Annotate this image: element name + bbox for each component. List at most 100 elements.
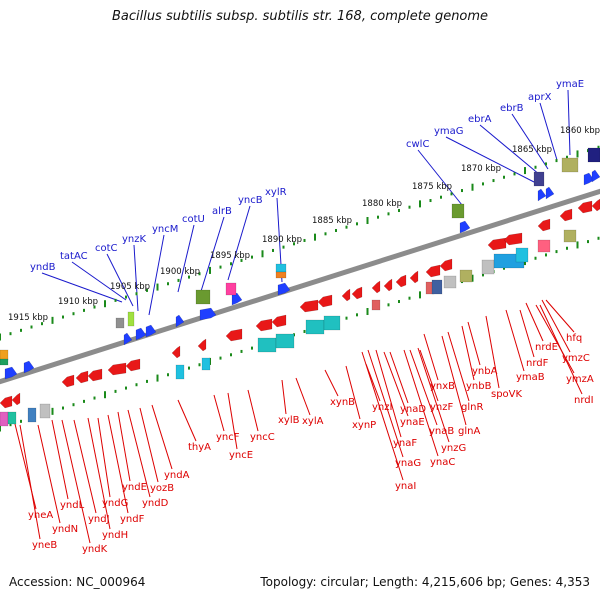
feature-box [115, 317, 125, 329]
reverse-leader-line [139, 407, 159, 483]
forward-gene [135, 327, 147, 341]
reverse-gene-label: glnA [458, 426, 480, 437]
upper-tick [125, 295, 127, 299]
reverse-gene [577, 200, 593, 214]
forward-gene [277, 282, 291, 296]
reverse-gene-label: ynzF [430, 402, 454, 413]
reverse-gene-label: yndL [60, 500, 85, 511]
reverse-gene [425, 264, 441, 278]
reverse-leader-line [409, 349, 438, 426]
upper-tick [324, 232, 327, 236]
reverse-gene-label: yndH [102, 530, 128, 541]
forward-leader-line [133, 244, 139, 312]
forward-gene-label: alrB [212, 206, 232, 217]
lower-tick [20, 419, 22, 423]
reverse-gene [559, 208, 573, 222]
reverse-gene-label: ymzC [562, 353, 590, 364]
forward-gene-label: ymaG [434, 126, 464, 137]
feature-box [275, 333, 295, 349]
feature-box [371, 299, 381, 311]
upper-tick [335, 228, 337, 232]
lower-tick [408, 296, 411, 300]
upper-tick [62, 315, 64, 319]
reverse-gene-label: ynbB [466, 381, 492, 392]
reverse-gene [591, 198, 600, 212]
forward-gene [545, 186, 555, 200]
lower-tick [146, 379, 148, 383]
lower-tick [51, 407, 54, 415]
lower-tick [471, 274, 474, 282]
reverse-gene-label: glnR [461, 402, 483, 413]
upper-tick [377, 215, 379, 219]
upper-tick [524, 167, 526, 175]
lower-tick [72, 403, 75, 407]
reverse-leader-line [117, 411, 131, 482]
lower-tick [345, 316, 348, 320]
reverse-leader-line [535, 304, 575, 374]
forward-gene-label: cotC [95, 243, 118, 254]
reverse-gene-label: ynaD [400, 404, 426, 415]
forward-gene [145, 324, 157, 338]
feature-box [563, 229, 577, 243]
reverse-leader-line [423, 333, 439, 381]
feature-box [451, 203, 465, 219]
scale-label: 1885 kbp [312, 216, 352, 226]
upper-tick [408, 205, 411, 209]
reverse-gene [341, 288, 351, 302]
reverse-leader-line [375, 349, 402, 438]
reverse-leader-line [389, 351, 409, 404]
reverse-gene-label: yndN [52, 524, 78, 535]
upper-tick [114, 298, 117, 302]
accession-label: Accession: NC_000964 [9, 575, 146, 589]
feature-box [275, 271, 287, 279]
forward-gene-label: yncM [152, 224, 178, 235]
forward-leader-line [511, 113, 549, 170]
forward-gene-label: ebrA [468, 114, 492, 125]
upper-tick [261, 250, 264, 258]
upper-tick [251, 255, 253, 259]
reverse-leader-line [107, 414, 129, 514]
reverse-gene [395, 274, 407, 288]
feature-box [533, 171, 545, 187]
reverse-gene-label: hfq [566, 333, 582, 344]
lower-tick [597, 236, 600, 240]
forward-leader-line [567, 89, 571, 156]
upper-tick [146, 288, 148, 292]
lower-tick [534, 256, 537, 260]
reverse-gene-label: ymaB [516, 372, 545, 383]
forward-gene [459, 220, 471, 234]
lower-tick [503, 266, 505, 270]
lower-tick [482, 273, 484, 277]
forward-gene [231, 292, 243, 306]
reverse-gene-label: ynaG [395, 458, 421, 469]
lower-tick [93, 396, 96, 400]
reverse-leader-line [419, 349, 439, 402]
reverse-gene [383, 278, 393, 292]
scale-label: 1860 kbp [560, 126, 600, 136]
reverse-leader-line [539, 304, 583, 395]
feature-box [587, 147, 600, 163]
upper-tick [534, 165, 537, 169]
upper-tick [188, 275, 190, 279]
reverse-gene [61, 374, 75, 388]
reverse-gene-label: spoVK [491, 389, 523, 400]
upper-tick [429, 199, 432, 203]
lower-tick [251, 346, 253, 350]
lower-tick [398, 300, 400, 304]
lower-tick [104, 391, 106, 399]
upper-tick [566, 155, 568, 159]
feature-box [195, 289, 211, 305]
lower-tick [219, 356, 222, 360]
reverse-gene-label: yndA [164, 470, 190, 481]
lower-tick [188, 366, 190, 370]
forward-gene [537, 188, 547, 202]
feature-box [0, 358, 9, 366]
lower-tick [62, 406, 64, 410]
lower-tick [587, 240, 589, 244]
feature-box [561, 157, 579, 173]
reverse-gene-label: ynzG [441, 443, 466, 454]
reverse-leader-line [281, 379, 287, 415]
reverse-gene [125, 358, 141, 372]
